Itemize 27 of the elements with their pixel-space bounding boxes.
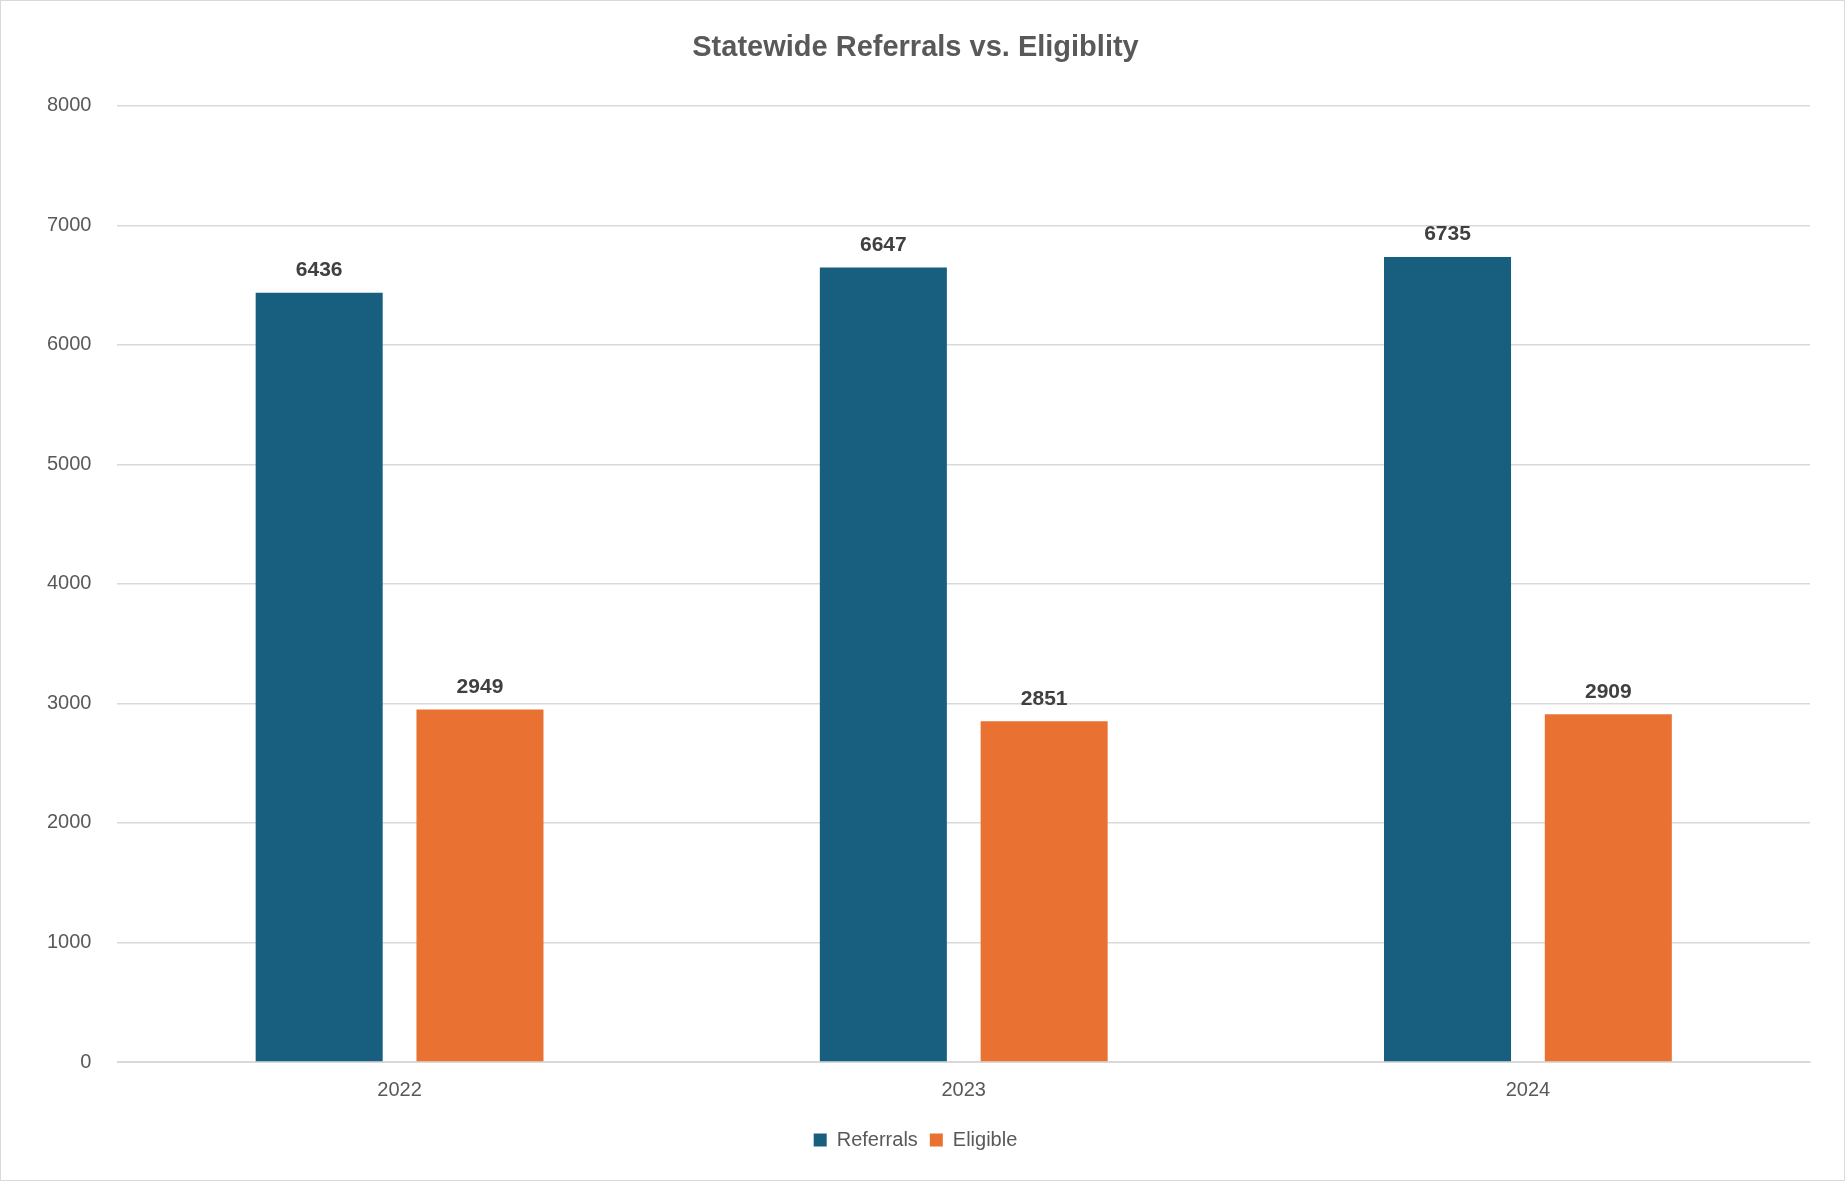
y-tick-label: 7000 — [46, 212, 92, 235]
y-tick-label: 3000 — [46, 690, 92, 713]
data-label: 2949 — [456, 673, 504, 697]
y-tick-label: 4000 — [46, 571, 92, 594]
data-label: 2851 — [1020, 685, 1068, 709]
x-tick-label: 2023 — [941, 1077, 986, 1100]
y-tick-label: 0 — [80, 1049, 92, 1072]
y-tick-label: 2000 — [46, 810, 92, 833]
bar — [416, 709, 544, 1062]
x-tick-label: 2024 — [1505, 1077, 1551, 1100]
bar — [1384, 257, 1512, 1062]
legend-label: Referrals — [836, 1127, 918, 1150]
data-label: 2909 — [1584, 678, 1632, 702]
y-tick-label: 1000 — [46, 929, 92, 952]
bar — [255, 292, 383, 1062]
bar — [980, 721, 1108, 1062]
x-tick-label: 2022 — [377, 1077, 422, 1100]
data-label: 6436 — [295, 257, 343, 281]
data-label: 6735 — [1424, 221, 1472, 245]
y-tick-label: 8000 — [46, 93, 92, 116]
bar — [819, 267, 947, 1062]
y-tick-label: 6000 — [46, 332, 92, 355]
chart-title: Statewide Referrals vs. Eligiblity — [692, 30, 1139, 63]
bar — [1544, 714, 1672, 1062]
legend-label: Eligible — [952, 1127, 1018, 1150]
y-tick-label: 5000 — [46, 451, 92, 474]
data-label: 6647 — [859, 231, 907, 255]
